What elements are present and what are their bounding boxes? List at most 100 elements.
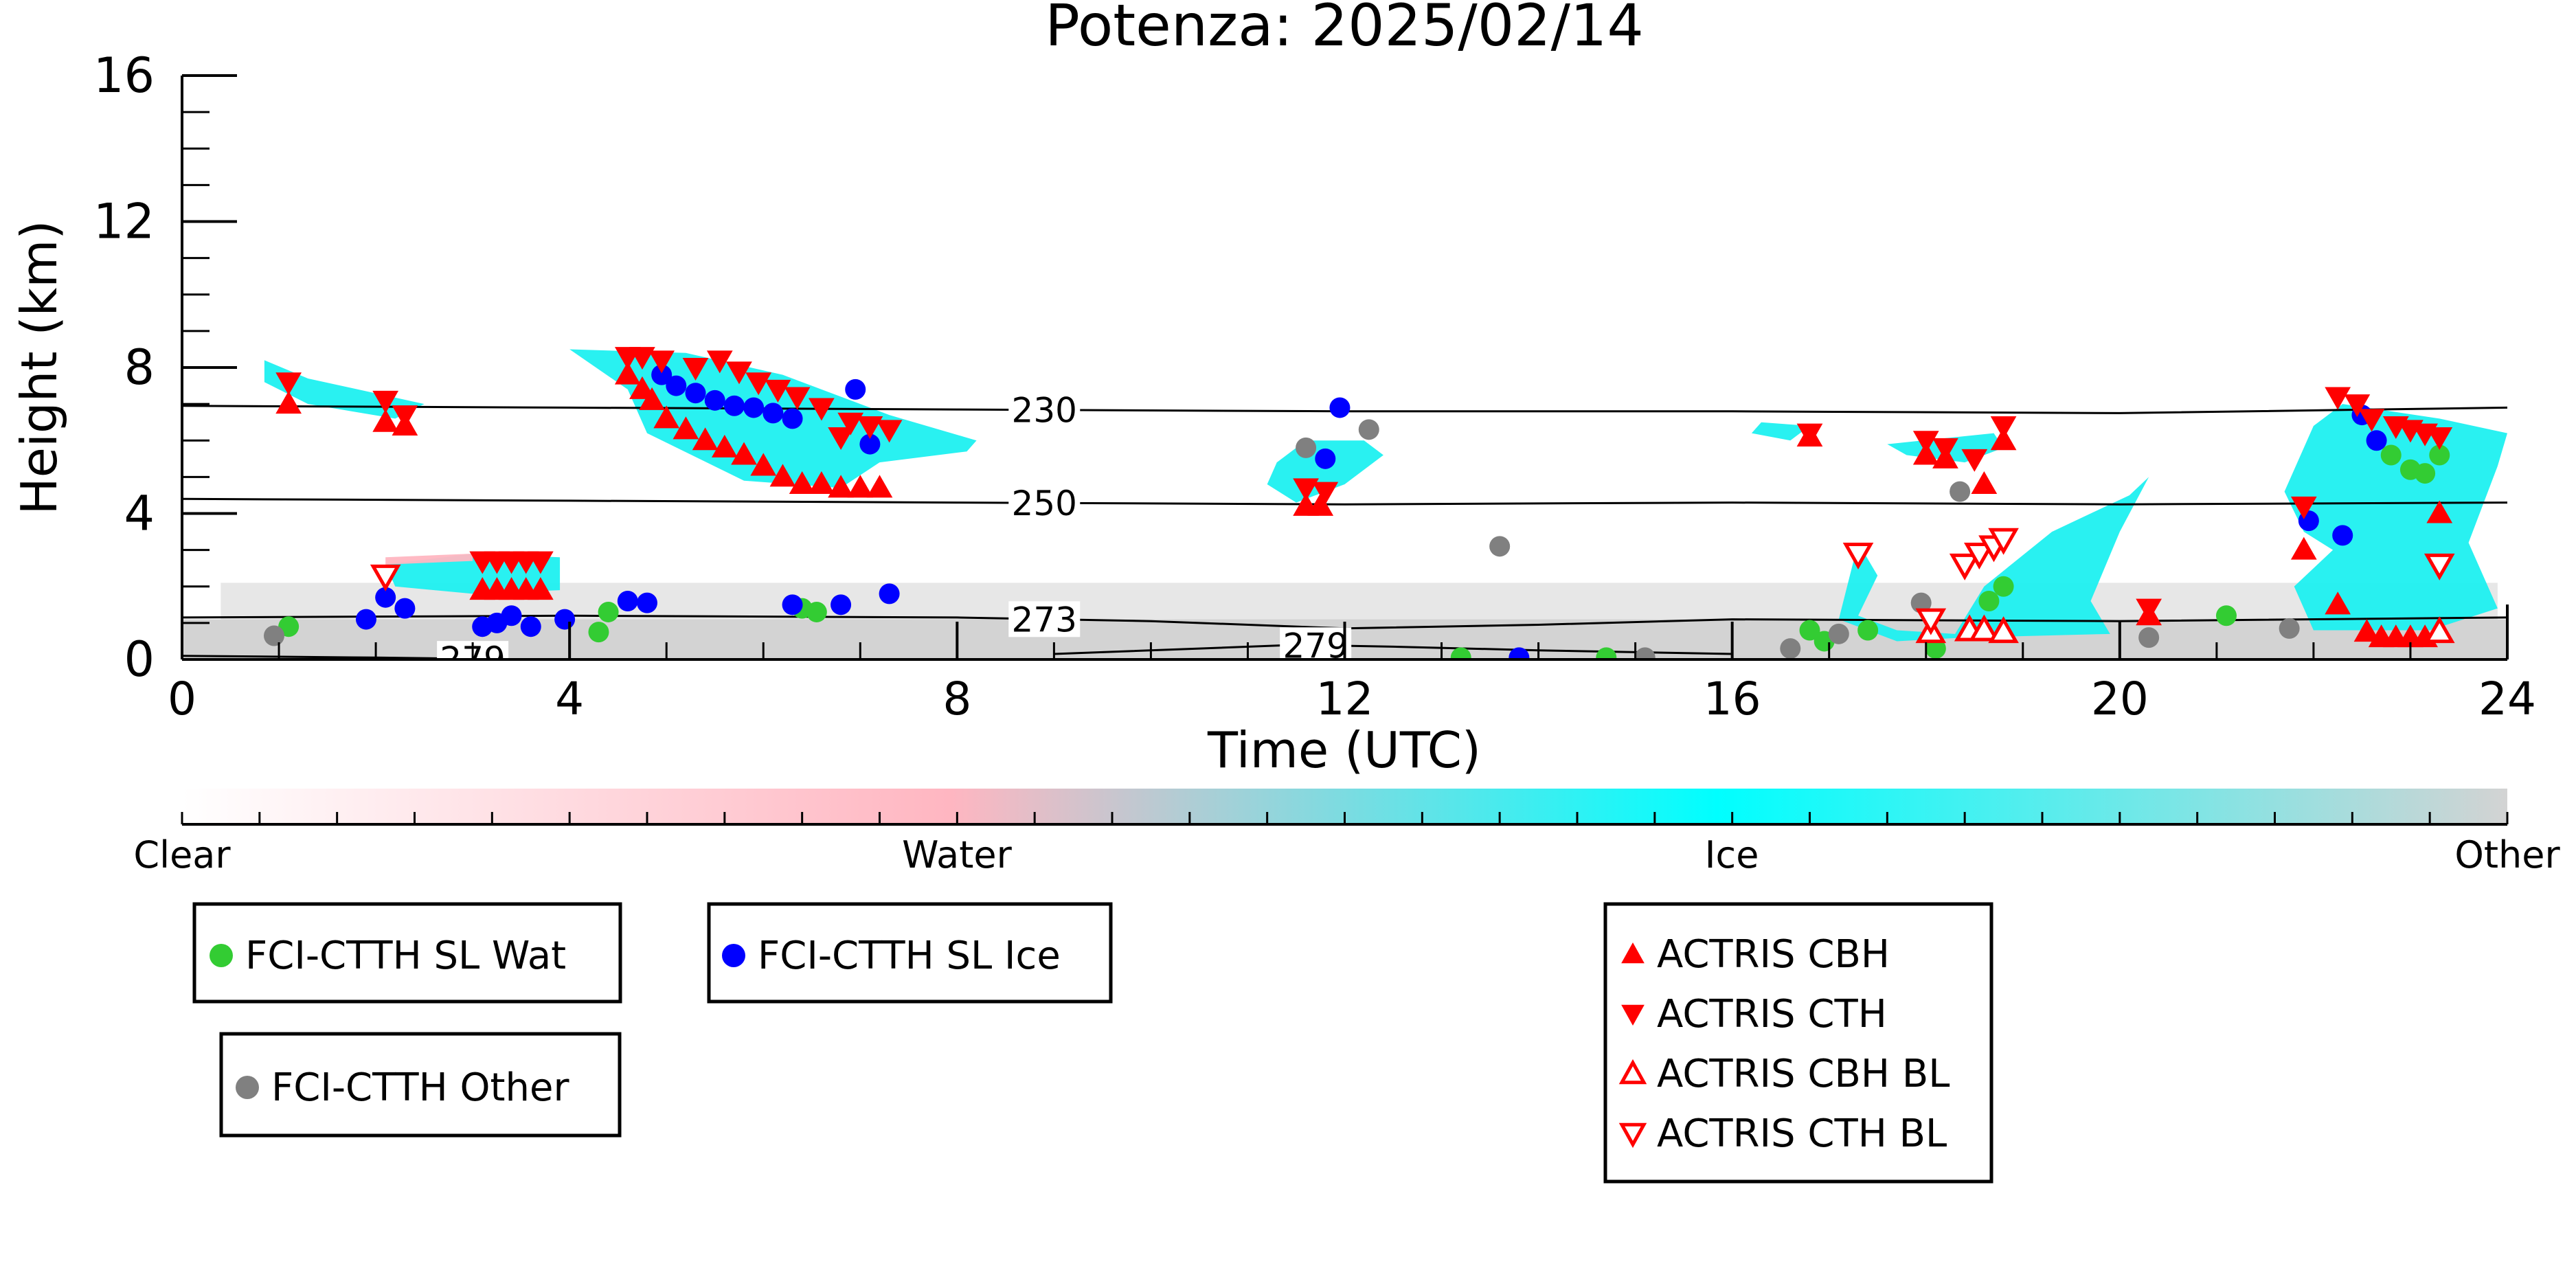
actris-cth-bl-point	[1915, 608, 1947, 635]
y-tick-label: 0	[124, 631, 155, 688]
legend-label-fci-ctth-sl-wat: FCI-CTTH SL Wat	[245, 934, 566, 978]
actris-cth-point	[275, 372, 302, 396]
fci-ctth-sl-ice-point	[1329, 397, 1351, 418]
isotherm-label: 250	[1012, 484, 1077, 523]
fci-ctth-sl-ice-point	[879, 583, 900, 605]
fci-ctth-sl-ice-point	[685, 383, 706, 404]
colorbar-ticks	[181, 812, 2509, 824]
fci-ctth-sl-wat-point	[2380, 444, 2402, 466]
fci-ctth-other-point	[1828, 623, 1849, 644]
actris-cbh-point	[2426, 500, 2453, 523]
legend-marker-fci-ctth-sl-ice	[722, 944, 745, 967]
fci-ctth-sl-ice-point	[375, 587, 396, 608]
legend-marker-actris-cbh	[1621, 942, 1645, 964]
fci-ctth-sl-ice-point	[845, 379, 866, 400]
actris-cbh-point	[275, 391, 302, 414]
actris-cth-point	[1961, 449, 1988, 472]
fci-ctth-sl-wat-point	[1857, 620, 1879, 641]
actris-cth-point	[648, 350, 675, 374]
actris-cbh-point	[750, 453, 777, 476]
actris-cbh-point	[692, 427, 719, 451]
x-tick-label: 12	[1316, 673, 1374, 725]
actris-cth-point	[372, 390, 399, 414]
actris-cbh-point	[639, 387, 665, 410]
actris-cbh-point	[809, 471, 835, 494]
actris-cth-point	[784, 387, 811, 410]
actris-cth-point	[1912, 431, 1939, 454]
actris-cth-bl-point	[2424, 553, 2455, 580]
fci-ctth-sl-ice-point	[651, 364, 673, 385]
actris-cth-point	[2290, 496, 2317, 519]
fci-ctth-sl-wat-point	[1450, 647, 1471, 659]
isotherm-line	[182, 497, 2507, 506]
fci-ctth-sl-ice-point	[666, 375, 687, 396]
colorbar-label-water: Water	[902, 833, 1012, 877]
actris-cbh-point	[673, 416, 699, 440]
actris-cbh-point	[653, 405, 680, 429]
fci-ctth-sl-wat-point	[1596, 647, 1617, 659]
isotherm-label-bg	[1008, 392, 1081, 428]
x-axis-label: Time (UTC)	[1207, 721, 1481, 779]
actris-cth-point	[1990, 416, 2017, 440]
legend-label-actris-cth: ACTRIS CTH	[1657, 992, 1887, 1037]
x-tick-label: 20	[2091, 673, 2149, 725]
actris-cth-point	[392, 405, 418, 429]
fci-ctth-sl-wat-point	[1993, 576, 2014, 597]
actris-cbh-point	[828, 475, 854, 498]
x-ticks: 0 4 8 12 16 20 24	[168, 622, 2536, 725]
actris-cth-point	[2344, 394, 2371, 418]
fci-ctth-sl-ice-point	[394, 598, 416, 619]
actris-cbh-point	[2290, 536, 2317, 560]
actris-cbh-point	[527, 577, 554, 600]
isotherm-label-bg	[1008, 485, 1081, 521]
fci-ctth-sl-ice-point	[743, 397, 765, 418]
actris-cth-point	[2426, 427, 2453, 450]
fci-ctth-sl-ice-point	[355, 609, 376, 630]
y-tick-label: 8	[124, 339, 155, 396]
isotherm-label-bg	[1280, 627, 1352, 659]
actris-cth-point	[1796, 423, 1823, 447]
legend-entries: FCI-CTTH SL Wat FCI-CTTH SL Ice FCI-CTTH O…	[210, 932, 1950, 1156]
cloud-region	[1751, 422, 1810, 441]
legend-box-fci-ice	[707, 902, 1113, 1004]
actris-cth-bl-point	[1949, 553, 1980, 580]
actris-cth-point	[876, 420, 903, 443]
fci-ctth-sl-wat-point	[1978, 591, 2000, 611]
fci-ctth-other-point	[1358, 419, 1379, 440]
y-ticks: 0 4 8 12 16	[93, 47, 237, 688]
actris-cth-point	[1293, 478, 1319, 501]
actris-cth-bl-point	[1964, 542, 1995, 569]
fci-ctth-other-point	[2279, 618, 2300, 639]
fci-ctth-sl-ice-point	[1509, 647, 1530, 659]
actris-cbh-point	[614, 361, 641, 385]
actris-cbh-point	[789, 471, 815, 494]
chart-title: Potenza: 2025/02/14	[1045, 0, 1644, 59]
actris-cbh-point	[2325, 591, 2351, 615]
actris-cth-point	[809, 398, 835, 421]
legend-label-actris-cbh-bl: ACTRIS CBH BL	[1657, 1052, 1950, 1096]
retrieval-markers	[263, 347, 2455, 659]
actris-cth-point	[682, 358, 709, 381]
actris-cth-point	[857, 416, 883, 440]
actris-cth-point	[745, 372, 772, 396]
fci-ctth-other-point	[1780, 638, 1801, 659]
actris-cbh-point	[847, 475, 874, 498]
x-tick-label: 16	[1704, 673, 1761, 725]
actris-cth-point	[527, 551, 554, 574]
legend-marker-actris-cth	[1621, 1004, 1645, 1026]
actris-cth-point	[2325, 387, 2351, 410]
fci-ctth-sl-ice-point	[762, 403, 784, 424]
fci-ctth-sl-wat-point	[1925, 638, 1946, 659]
actris-cth-point	[1312, 482, 1339, 505]
fci-ctth-sl-ice-point	[501, 605, 522, 626]
x-tick-label: 0	[168, 673, 196, 725]
fci-ctth-sl-wat-point	[2215, 605, 2237, 626]
legend-label-actris-cbh: ACTRIS CBH	[1657, 932, 1890, 977]
fci-ctth-other-point	[1489, 536, 1511, 557]
fci-ctth-other-point	[263, 625, 284, 646]
actris-cth-point	[726, 361, 752, 385]
actris-cbh-bl-point	[2424, 616, 2455, 644]
fci-ctth-sl-ice-point	[782, 594, 803, 615]
actris-cth-point	[837, 412, 864, 436]
